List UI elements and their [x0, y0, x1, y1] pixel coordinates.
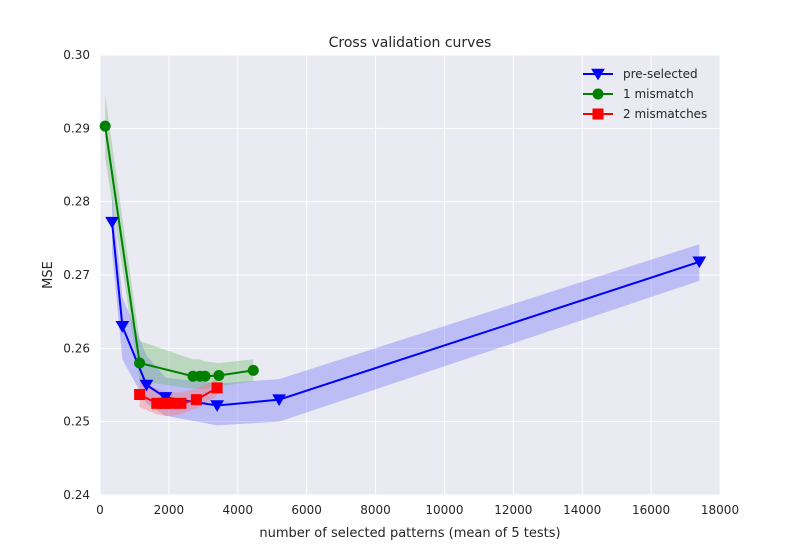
x-tick-label: 0 — [96, 503, 104, 517]
point-pre-selected — [272, 394, 286, 407]
y-tick-label: 0.27 — [63, 268, 90, 282]
point-pre-selected — [115, 321, 130, 333]
x-tick-label: 10000 — [425, 503, 463, 517]
point-2-mismatches — [134, 389, 146, 401]
point-pre-selected — [210, 400, 224, 412]
point-1-mismatch — [247, 364, 259, 376]
x-tick-label: 2000 — [154, 503, 185, 517]
point-1-mismatch — [99, 120, 111, 132]
y-tick-label: 0.26 — [63, 341, 90, 355]
x-axis-label: number of selected patterns (mean of 5 t… — [259, 526, 560, 541]
y-tick-label: 0.29 — [63, 121, 90, 135]
y-tick-label: 0.30 — [63, 48, 90, 62]
y-axis-label: MSE — [41, 261, 56, 289]
legend-label-1-mismatch: 1 mismatch — [623, 87, 694, 101]
grid — [99, 54, 721, 496]
point-pre-selected — [158, 392, 173, 404]
point-1-mismatch — [134, 357, 146, 369]
x-tick-label: 12000 — [494, 503, 532, 517]
y-tick-labels: 0.24 0.25 0.26 0.27 0.28 0.29 0.30 — [63, 48, 90, 502]
x-tick-label: 8000 — [360, 503, 391, 517]
x-tick-labels: 0 2000 4000 6000 8000 10000 12000 14000 16000 180… — [96, 503, 739, 517]
point-2-mismatches — [165, 397, 177, 409]
point-2-mismatches — [190, 394, 202, 406]
x-tick-label: 16000 — [632, 503, 670, 517]
legend-marker-pre-selected — [591, 68, 605, 81]
y-tick-label: 0.24 — [63, 488, 90, 502]
point-1-mismatch — [199, 370, 211, 382]
y-tick-label: 0.25 — [63, 415, 90, 429]
point-pre-selected — [692, 256, 707, 269]
legend-marker-1-mismatch — [592, 88, 604, 100]
chart-title: Cross validation curves — [329, 35, 492, 51]
legend-label-2-mismatches: 2 mismatches — [623, 107, 707, 121]
x-tick-label: 4000 — [223, 503, 254, 517]
point-pre-selected — [105, 216, 119, 229]
x-tick-label: 14000 — [563, 503, 601, 517]
x-tick-label: 6000 — [291, 503, 322, 517]
legend: pre-selected 1 mismatch 2 mismatches — [583, 67, 707, 121]
x-tick-label: 18000 — [701, 503, 739, 517]
point-2-mismatches — [211, 382, 223, 394]
legend-label-pre-selected: pre-selected — [623, 67, 698, 81]
point-2-mismatches — [175, 397, 187, 409]
point-pre-selected — [139, 379, 154, 392]
series-markers — [99, 120, 707, 412]
legend-marker-2-mismatches — [592, 108, 604, 120]
y-tick-label: 0.28 — [63, 195, 90, 209]
point-1-mismatch — [213, 369, 225, 381]
